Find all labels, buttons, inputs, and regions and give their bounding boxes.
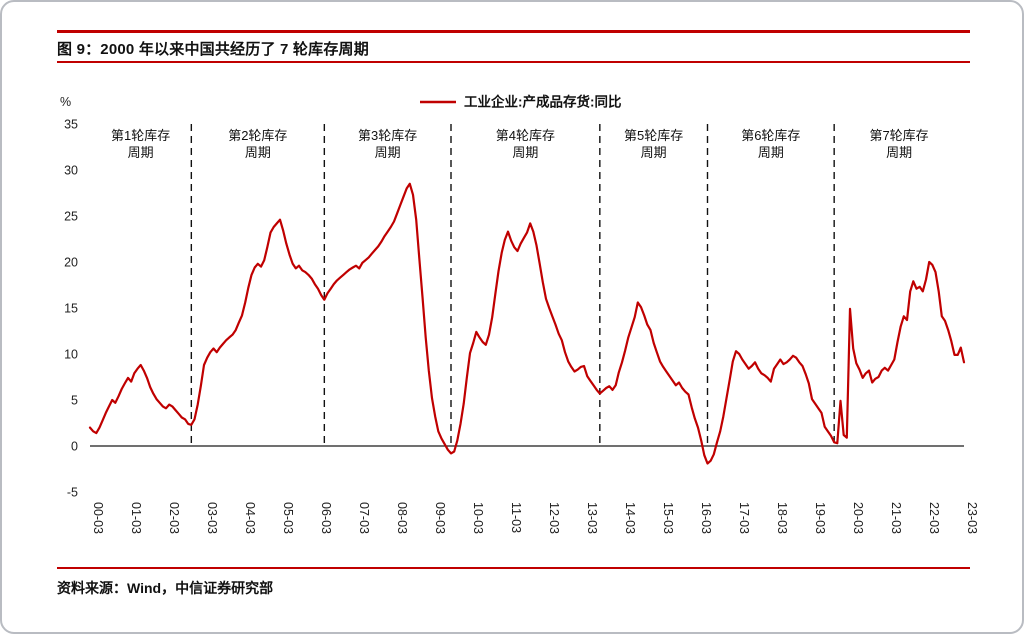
cycle-label: 第4轮库存 (496, 128, 555, 143)
top-red-rule (57, 30, 970, 33)
cycle-label-line2: 周期 (886, 145, 912, 160)
x-tick-label: 05-03 (281, 502, 295, 534)
series-line (88, 182, 966, 465)
x-tick-label: 08-03 (395, 502, 409, 534)
y-tick-label: 0 (71, 440, 78, 454)
x-tick-label: 12-03 (547, 502, 561, 534)
cycle-label: 第3轮库存 (358, 128, 417, 143)
y-tick-label: -5 (67, 486, 78, 500)
y-tick-label: 25 (64, 210, 78, 224)
x-tick-label: 23-03 (965, 502, 979, 534)
x-tick-label: 15-03 (661, 502, 675, 534)
x-tick-label: 20-03 (851, 502, 865, 534)
y-tick-label: 5 (71, 394, 78, 408)
x-tick-label: 07-03 (357, 502, 371, 534)
x-tick-label: 09-03 (433, 502, 447, 534)
cycle-label-line2: 周期 (641, 145, 667, 160)
x-tick-label: 14-03 (623, 502, 637, 534)
source-note: 资料来源：Wind，中信证券研究部 (57, 580, 274, 596)
x-tick-label: 04-03 (243, 502, 257, 534)
cycle-label: 第7轮库存 (869, 128, 928, 143)
x-tick-label: 13-03 (585, 502, 599, 534)
x-tick-label: 10-03 (471, 502, 485, 534)
x-tick-label: 17-03 (737, 502, 751, 534)
cycle-label-line2: 周期 (758, 145, 784, 160)
y-axis-unit-label: % (60, 95, 71, 109)
y-tick-label: 30 (64, 164, 78, 178)
cycle-label: 第6轮库存 (741, 128, 800, 143)
y-tick-label: 35 (64, 118, 78, 132)
x-tick-label: 18-03 (775, 502, 789, 534)
cycle-label: 第2轮库存 (228, 128, 287, 143)
x-tick-label: 03-03 (205, 502, 219, 534)
inventory-cycle-line-chart: 35 30 25 20 15 10 5 0 -5 00-03 01-03 02-03 03-03 04-0… (60, 94, 979, 535)
x-tick-label: 19-03 (813, 502, 827, 534)
x-tick-label: 06-03 (319, 502, 333, 534)
y-tick-label: 15 (64, 302, 78, 316)
x-tick-label: 21-03 (889, 502, 903, 534)
bottom-red-rule (57, 567, 970, 569)
x-tick-label: 00-03 (91, 502, 105, 534)
cycle-label: 第5轮库存 (624, 128, 683, 143)
cycle-label: 第1轮库存 (111, 128, 170, 143)
x-tick-label: 16-03 (699, 502, 713, 534)
cycle-label-line2: 周期 (128, 145, 154, 160)
x-tick-label: 01-03 (129, 502, 143, 534)
cycle-label-line2: 周期 (245, 145, 271, 160)
x-tick-label: 22-03 (927, 502, 941, 534)
figure-title: 图 9：2000 年以来中国共经历了 7 轮库存周期 (57, 41, 369, 58)
y-tick-label: 20 (64, 256, 78, 270)
x-tick-label: 11-03 (509, 502, 523, 533)
cycle-label-line2: 周期 (375, 145, 401, 160)
x-tick-label: 02-03 (167, 502, 181, 534)
y-tick-label: 10 (64, 348, 78, 362)
legend-label: 工业企业:产成品存货:同比 (464, 94, 622, 110)
title-underline-rule (57, 61, 970, 63)
cycle-label-line2: 周期 (512, 145, 538, 160)
